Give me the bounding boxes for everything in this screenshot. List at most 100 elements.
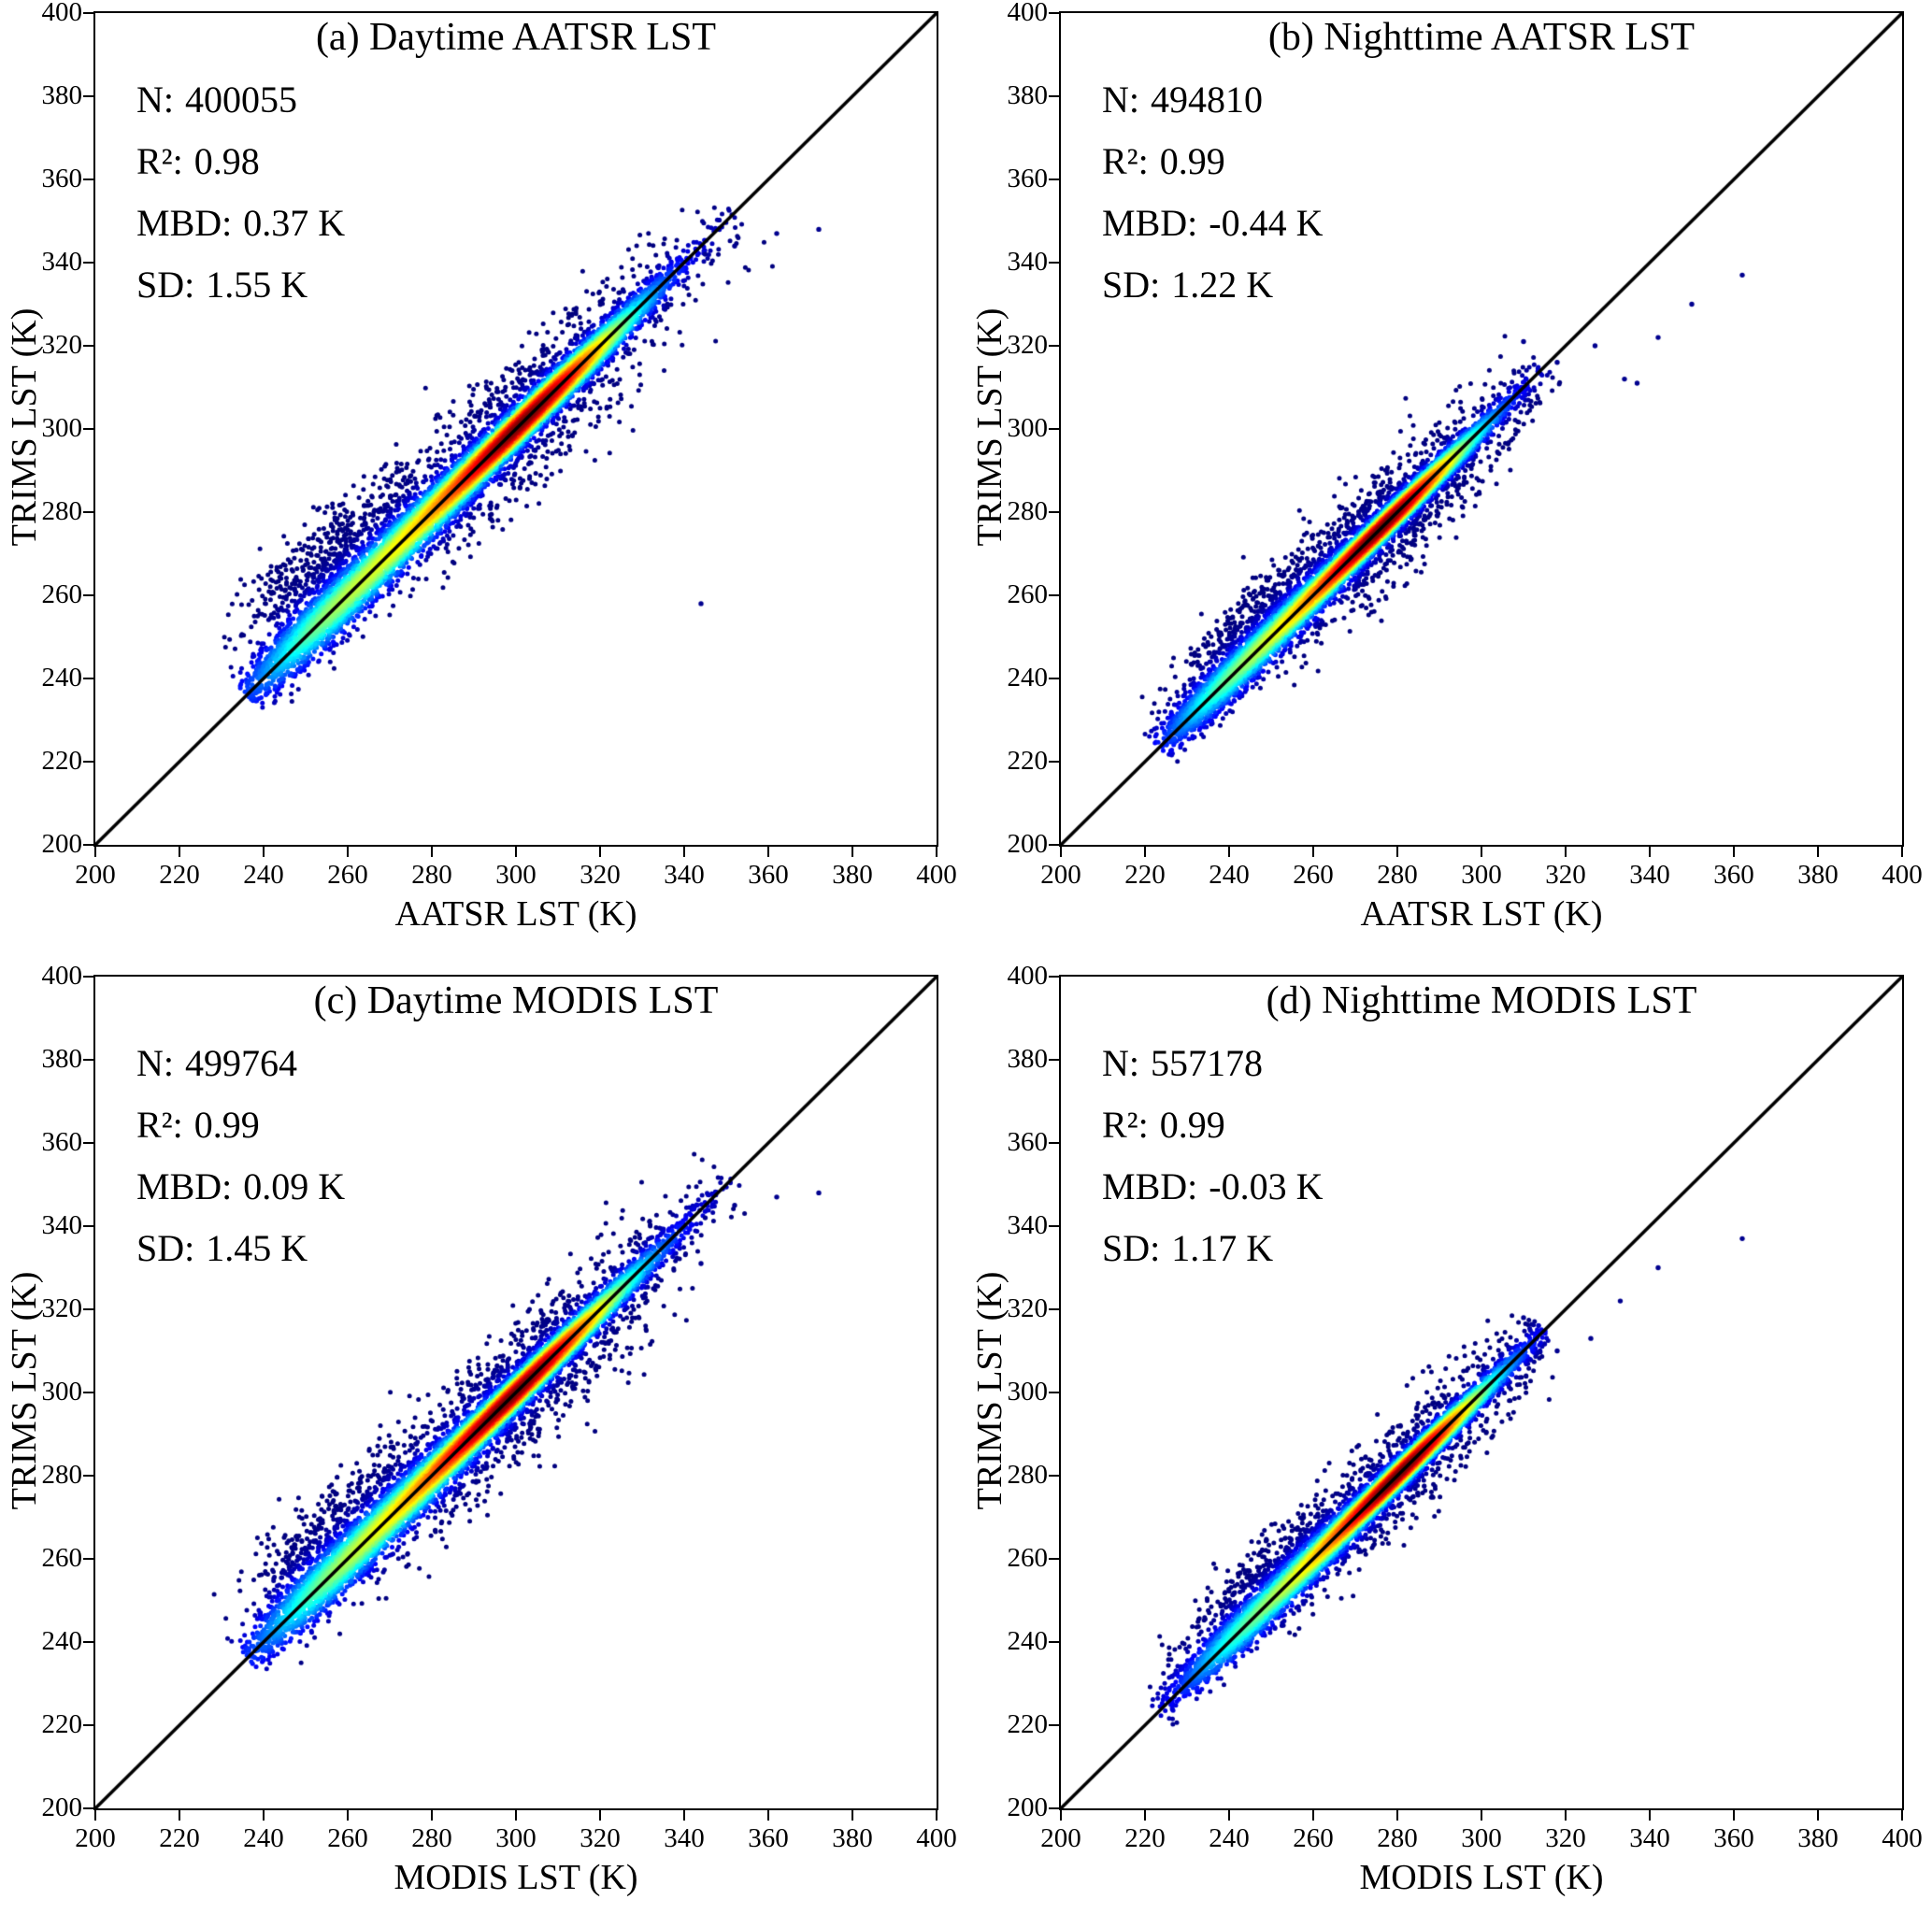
y-tick-mark: [83, 1724, 93, 1726]
y-tick-mark: [1049, 594, 1059, 596]
x-tick-label: 240: [1209, 860, 1250, 890]
y-tick-label: 360: [41, 164, 83, 193]
stat-label: SD:: [1102, 264, 1161, 306]
x-tick-mark: [1144, 1810, 1146, 1821]
x-tick-label: 380: [1797, 860, 1839, 890]
stat-line-mbd: MBD: 0.09 K: [136, 1156, 345, 1218]
x-tick-label: 400: [916, 1823, 957, 1853]
y-tick-mark: [83, 1225, 93, 1227]
y-tick-mark: [83, 1308, 93, 1310]
x-tick-label: 300: [1461, 1823, 1502, 1853]
x-tick-mark: [1481, 1810, 1482, 1821]
stat-label: SD:: [136, 264, 195, 306]
y-tick-label: 340: [1007, 247, 1049, 277]
stat-value: 499764: [185, 1042, 297, 1084]
y-tick-mark: [1049, 1392, 1059, 1393]
x-tick-label: 200: [75, 1823, 116, 1853]
y-tick-label: 360: [1007, 164, 1049, 193]
y-tick-label: 380: [1007, 80, 1049, 110]
stats-block: N: 557178 R²: 0.99 MBD: -0.03 K SD: 1.17 K: [1102, 1033, 1323, 1279]
plot-area: (b) Nighttime AATSR LST N: 494810 R²: 0.99…: [1059, 11, 1904, 847]
y-tick-label: 280: [41, 496, 83, 526]
panel-title: (c) Daytime MODIS LST: [313, 979, 719, 1022]
scatter-canvas: [1061, 13, 1902, 845]
y-tick-mark: [83, 761, 93, 763]
y-tick-label: 240: [1007, 663, 1049, 693]
x-tick-mark: [347, 847, 349, 857]
x-tick-mark: [1396, 1810, 1398, 1821]
stats-block: N: 400055 R²: 0.98 MBD: 0.37 K SD: 1.55 K: [136, 69, 345, 316]
x-tick-mark: [263, 847, 265, 857]
x-tick-mark: [1228, 847, 1230, 857]
stat-line-mbd: MBD: -0.44 K: [1102, 193, 1323, 254]
panel-c: TRIMS LST (K) (c) Daytime MODIS LST N: 49…: [0, 961, 966, 1928]
y-tick-mark: [1049, 844, 1059, 846]
x-tick-mark: [1649, 1810, 1651, 1821]
x-tick-label: 380: [1797, 1823, 1839, 1853]
x-tick-label: 340: [1629, 860, 1670, 890]
y-tick-label: 320: [41, 330, 83, 360]
x-tick-label: 260: [1293, 1823, 1334, 1853]
y-tick-mark: [1049, 428, 1059, 430]
stat-label: R²:: [1102, 140, 1149, 182]
y-tick-mark: [1049, 678, 1059, 679]
stat-value: -0.44 K: [1209, 202, 1324, 244]
x-tick-mark: [1060, 847, 1062, 857]
y-tick-label: 340: [41, 247, 83, 277]
y-tick-label: 340: [1007, 1210, 1049, 1240]
y-tick-label: 220: [41, 1709, 83, 1739]
x-tick-label: 260: [327, 860, 368, 890]
stat-value: 1.17 K: [1171, 1227, 1274, 1269]
y-tick-label: 380: [41, 1044, 83, 1074]
x-tick-label: 240: [1209, 1823, 1250, 1853]
y-tick-label: 280: [1007, 1460, 1049, 1490]
y-tick-label: 200: [1007, 829, 1049, 859]
stat-label: N:: [1102, 1042, 1139, 1084]
x-tick-label: 400: [916, 860, 957, 890]
stat-line-n: N: 494810: [1102, 69, 1323, 131]
y-tick-mark: [1049, 976, 1059, 978]
x-axis-label: AATSR LST (K): [1360, 894, 1603, 934]
stat-label: SD:: [136, 1227, 195, 1269]
plot-area: (d) Nighttime MODIS LST N: 557178 R²: 0.99…: [1059, 975, 1904, 1810]
y-tick-mark: [83, 1807, 93, 1809]
x-tick-label: 240: [243, 1823, 284, 1853]
y-tick-mark: [1049, 1475, 1059, 1477]
x-tick-mark: [1565, 847, 1567, 857]
x-tick-label: 280: [1377, 1823, 1418, 1853]
y-tick-label: 300: [41, 1377, 83, 1407]
y-tick-mark: [1049, 761, 1059, 763]
y-tick-label: 280: [1007, 496, 1049, 526]
x-tick-label: 260: [327, 1823, 368, 1853]
y-tick-mark: [1049, 1142, 1059, 1144]
x-tick-mark: [1312, 847, 1314, 857]
x-tick-mark: [431, 847, 433, 857]
y-tick-mark: [83, 95, 93, 97]
x-tick-mark: [1312, 1810, 1314, 1821]
stat-value: 0.99: [1159, 1104, 1225, 1146]
stat-label: R²:: [136, 1104, 183, 1146]
y-tick-mark: [1049, 1558, 1059, 1560]
x-axis-label: AATSR LST (K): [394, 894, 637, 934]
x-tick-label: 220: [159, 1823, 200, 1853]
y-tick-label: 260: [1007, 1543, 1049, 1573]
y-tick-label: 360: [41, 1127, 83, 1157]
stat-value: 1.55 K: [206, 264, 308, 306]
y-tick-label: 260: [1007, 579, 1049, 609]
x-tick-mark: [94, 1810, 96, 1821]
x-tick-label: 400: [1882, 1823, 1923, 1853]
y-tick-label: 320: [1007, 1293, 1049, 1323]
y-tick-mark: [83, 12, 93, 14]
stat-line-sd: SD: 1.17 K: [1102, 1218, 1323, 1279]
stat-line-r2: R²: 0.99: [1102, 1094, 1323, 1156]
x-tick-label: 360: [1713, 860, 1754, 890]
panel-d: TRIMS LST (K) (d) Nighttime MODIS LST N:…: [966, 961, 1932, 1928]
stat-value: 1.45 K: [206, 1227, 308, 1269]
y-tick-mark: [83, 1475, 93, 1477]
stat-label: R²:: [136, 140, 183, 182]
x-tick-label: 360: [1713, 1823, 1754, 1853]
scatter-canvas: [95, 977, 937, 1808]
stat-line-mbd: MBD: 0.37 K: [136, 193, 345, 254]
stat-line-sd: SD: 1.55 K: [136, 254, 345, 316]
x-tick-mark: [1817, 847, 1819, 857]
